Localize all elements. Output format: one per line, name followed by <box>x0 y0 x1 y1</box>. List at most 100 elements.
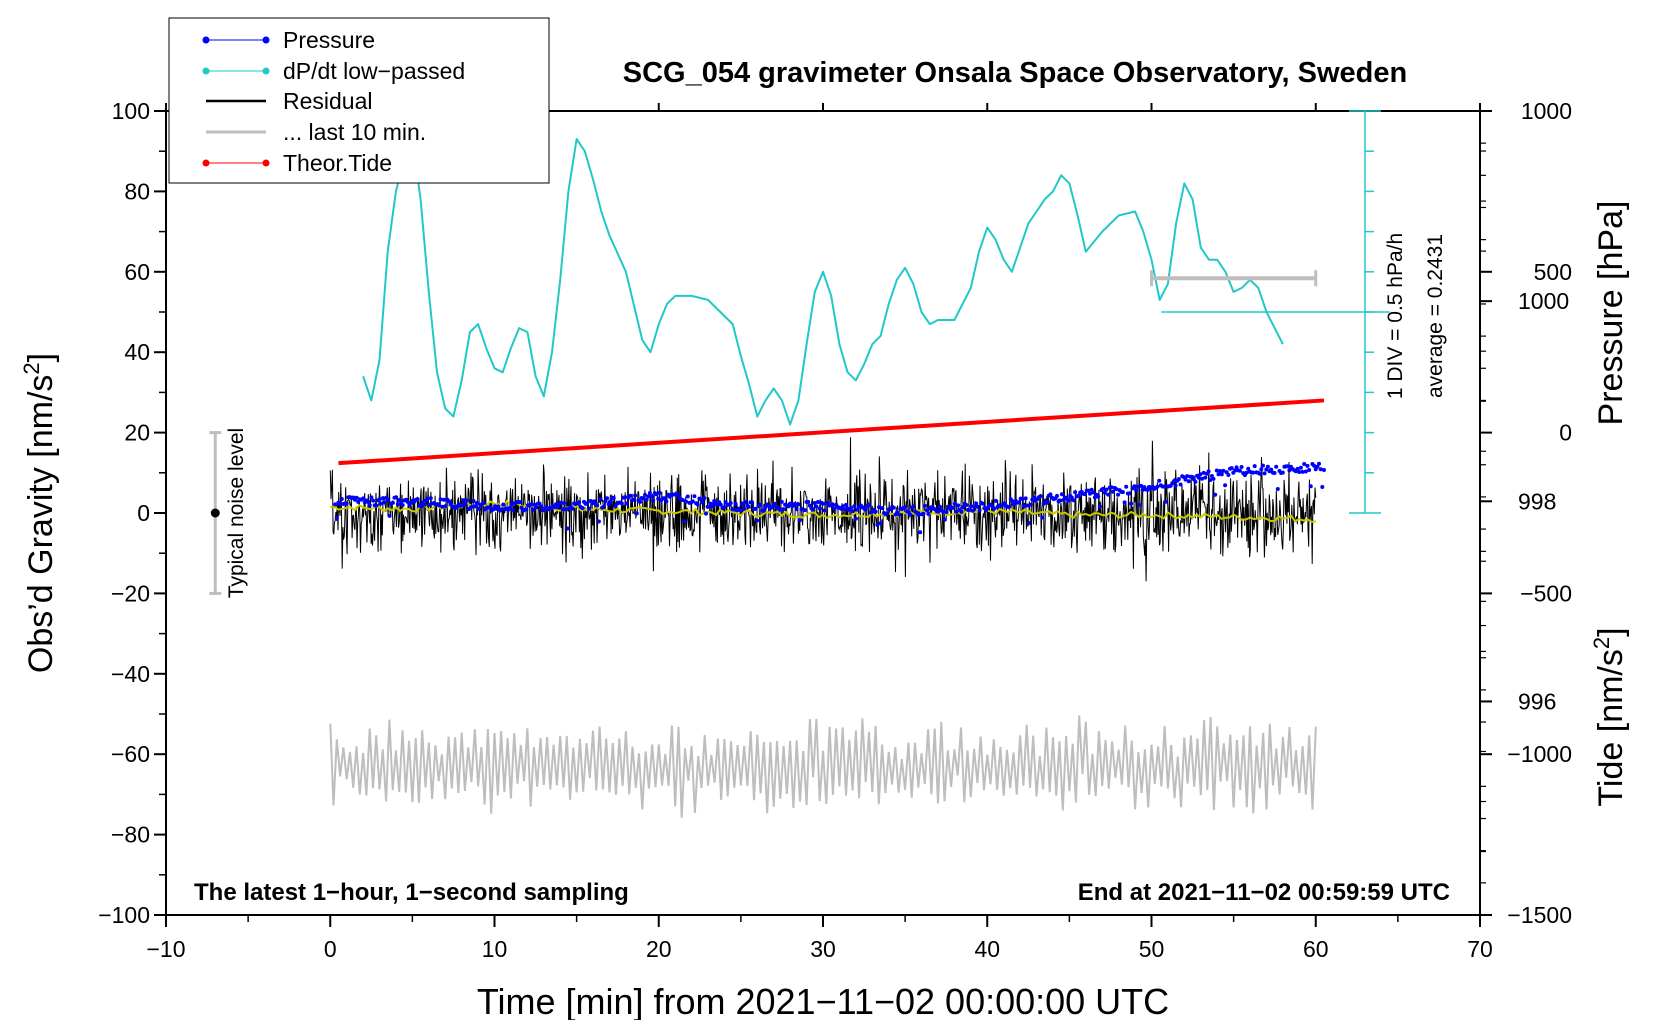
pressure-point <box>1285 464 1290 469</box>
legend-item-last10: ... last 10 min. <box>206 119 426 145</box>
pressure-point <box>647 491 652 495</box>
pressure-point <box>740 501 745 506</box>
pressure-point <box>1066 498 1071 503</box>
y-axis-label: Obs’d Gravity [nm/s2] <box>19 353 60 673</box>
pressure-point <box>367 503 372 508</box>
pressure-point <box>1134 488 1139 493</box>
x-tick-label: 0 <box>324 936 337 962</box>
pressure-point <box>863 507 868 512</box>
pressure-point <box>750 500 755 505</box>
pressure-point <box>778 507 783 512</box>
x-tick-label: −10 <box>146 936 185 962</box>
pressure-point <box>1183 477 1188 482</box>
pressure-point <box>1226 473 1231 477</box>
pressure-point <box>1102 490 1107 495</box>
last10-line <box>329 715 1317 818</box>
pressure-point <box>695 502 700 507</box>
pressure-point <box>631 497 636 502</box>
y-tick-label: 0 <box>137 500 150 526</box>
pressure-point <box>427 502 432 507</box>
pressure-point <box>1023 496 1028 501</box>
pressure-point <box>738 508 743 513</box>
pressure-point <box>702 496 707 501</box>
pressure-point <box>794 507 799 511</box>
pressure-point <box>842 507 847 512</box>
pressure-point <box>603 499 608 504</box>
pressure-point <box>460 503 465 508</box>
pressure-point <box>1234 465 1239 470</box>
pressure-point <box>728 501 733 505</box>
pressure-point <box>499 507 504 512</box>
pressure-point <box>853 516 858 521</box>
dpdt-line <box>362 138 1284 426</box>
pressure-point <box>507 505 512 510</box>
pressure-point <box>796 502 801 507</box>
pressure-point <box>1213 492 1218 497</box>
pressure-point <box>743 500 748 504</box>
pressure-point <box>461 498 466 503</box>
pressure-point <box>634 511 639 516</box>
pressure-point <box>980 501 985 506</box>
pressure-point <box>814 504 819 509</box>
pressure-point <box>1055 493 1059 498</box>
pressure-point <box>1007 504 1012 509</box>
pressure-point <box>555 505 560 510</box>
pressure-point <box>685 494 690 499</box>
pressure-point <box>682 519 687 524</box>
pressure-point <box>918 530 923 535</box>
pressure-point <box>517 500 522 504</box>
noise-level-label: Typical noise level <box>225 428 248 598</box>
pressure-point <box>1101 486 1106 491</box>
pressure-point <box>1297 470 1302 474</box>
tide-axis-label-end: ] <box>1592 627 1630 636</box>
pressure-point <box>1251 470 1256 475</box>
pressure-point <box>519 505 524 510</box>
pressure-tick-label: 996 <box>1518 688 1556 714</box>
pressure-point <box>994 498 998 503</box>
pressure-point <box>718 502 723 507</box>
pressure-point <box>1129 501 1134 506</box>
pressure-point <box>896 512 901 517</box>
residual-line <box>329 437 1317 582</box>
pressure-point <box>773 501 778 506</box>
y-tick-label: −80 <box>111 822 150 848</box>
pressure-point <box>1135 484 1140 489</box>
pressure-point <box>967 508 972 512</box>
pressure-point <box>761 508 766 513</box>
pressure-point <box>878 521 883 526</box>
pressure-point <box>577 500 582 505</box>
pressure-point <box>496 504 501 509</box>
pressure-point <box>1193 479 1198 484</box>
pressure-point <box>1272 471 1277 475</box>
pressure-point <box>700 500 705 505</box>
pressure-point <box>891 505 896 510</box>
pressure-point <box>334 516 339 520</box>
pressure-point <box>1139 483 1143 488</box>
y-axis-ticks: 100 80 60 40 20 0 −20 −40 −60 −80 −100 <box>98 98 166 928</box>
pressure-point <box>811 507 816 512</box>
pressure-point <box>628 493 633 498</box>
pressure-point <box>1312 463 1317 468</box>
y-axis-label-sup: 2 <box>19 362 44 374</box>
dpdt-scale-bar <box>1161 110 1390 514</box>
residual-smoothed-line <box>330 499 1316 523</box>
pressure-point <box>1320 485 1325 489</box>
pressure-point <box>369 495 374 500</box>
pressure-point <box>690 499 695 504</box>
pressure-point <box>924 508 929 513</box>
pressure-point <box>951 505 956 510</box>
pressure-point <box>382 500 387 505</box>
pressure-point <box>923 503 928 508</box>
pressure-point <box>1295 466 1300 471</box>
pressure-point <box>1091 490 1096 495</box>
pressure-point <box>844 502 848 507</box>
pressure-point <box>1302 462 1307 466</box>
pressure-point <box>1275 487 1280 491</box>
pressure-point <box>1218 469 1223 473</box>
pressure-point <box>1233 468 1237 473</box>
pressure-point <box>605 496 610 501</box>
pressure-point <box>534 505 539 510</box>
pressure-point <box>537 501 542 506</box>
pressure-point <box>1114 487 1119 492</box>
pressure-point <box>395 502 400 507</box>
